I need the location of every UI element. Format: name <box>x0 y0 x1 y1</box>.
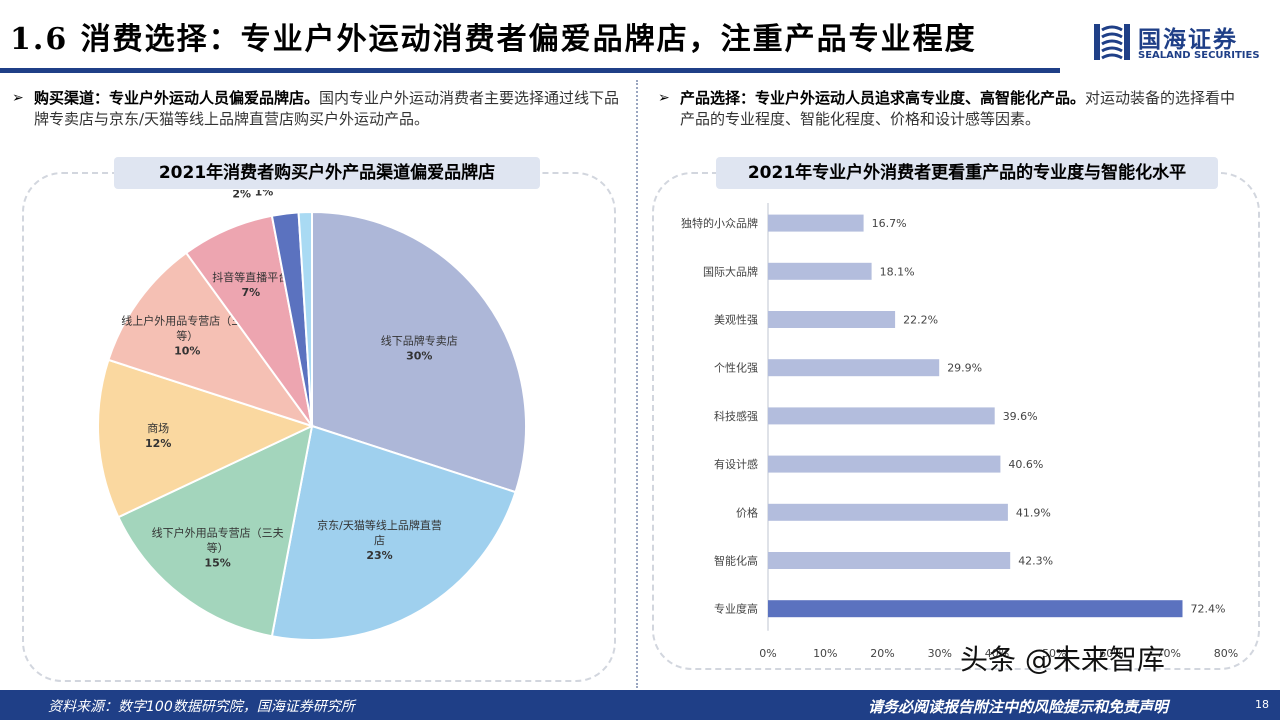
bar-value-label: 41.9% <box>1016 506 1051 519</box>
brand-logo: 国海证券 SEALAND SECURITIES <box>1092 20 1272 66</box>
pie-slice-label: 线下品牌专卖店 <box>381 334 458 348</box>
pie-slice-value: 10% <box>174 344 200 357</box>
pie-slice-value: 12% <box>145 437 171 450</box>
left-bullet-body: 国内专业户外运动消费者主要选择通过线下品牌专卖店与京东/天猫等线上品牌直营店购买… <box>34 89 620 128</box>
pie-slice-value: 15% <box>204 557 230 570</box>
watermark-text: 头条 @未来智库 <box>960 643 1165 676</box>
bar-x-tick-label: 60% <box>1099 647 1123 660</box>
pie-slice <box>297 210 313 427</box>
bar-category-label: 科技感强 <box>714 409 758 423</box>
bar-x-tick-label: 80% <box>1214 647 1238 660</box>
pie-slice-value: 2% <box>232 190 251 200</box>
pie-slice-label: 商场 <box>147 421 169 435</box>
pie-slice-value: 7% <box>241 286 260 299</box>
bar-category-label: 智能化高 <box>714 554 758 568</box>
bar-category-label: 有设计感 <box>714 457 758 471</box>
bar <box>768 552 1011 569</box>
bar-value-label: 29.9% <box>947 362 982 375</box>
bar-value-label: 39.6% <box>1003 410 1038 423</box>
bar-value-label: 22.2% <box>903 314 938 327</box>
bar-x-tick-label: 10% <box>813 647 837 660</box>
bullet-arrow-icon: ➢ <box>658 90 670 106</box>
right-bullet-body: 对运动装备的选择看中产品的专业程度、智能化程度、价格和设计感等因素。 <box>680 89 1236 128</box>
bar-category-label: 国际大品牌 <box>703 264 758 278</box>
pie-slice <box>117 424 314 638</box>
bar-category-label: 个性化强 <box>714 361 758 375</box>
bar-category-label: 价格 <box>736 505 758 519</box>
right-bullet-heading: 产品选择：专业户外运动人员追求高专业度、高智能化产品。 <box>680 89 1086 107</box>
page-title: 1.6 消费选择：专业户外运动消费者偏爱品牌店，注重产品专业程度 <box>10 22 977 57</box>
bar-chart-title: 2021年专业户外消费者更看重产品的专业度与智能化水平 <box>716 157 1218 189</box>
page-number: 18 <box>1255 698 1269 711</box>
column-divider <box>636 80 638 688</box>
footer-source: 资料来源：数字100数据研究院，国海证券研究所 <box>48 699 355 715</box>
bar-x-tick-label: 40% <box>985 647 1009 660</box>
pie-chart: 线下品牌专卖店 30% 京东/天猫等线上品牌直营店 23% 线下户外用品专营店（三夫等）… <box>97 190 527 641</box>
pie-slice <box>270 424 517 641</box>
bar-value-label: 40.6% <box>1008 458 1043 471</box>
bar <box>768 455 1001 473</box>
bar-category-label: 专业度高 <box>714 602 758 616</box>
left-bullet: ➢ 购买渠道：专业户外运动人员偏爱品牌店。国内专业户外运动消费者主要选择通过线下… <box>12 88 624 130</box>
bar <box>768 359 940 377</box>
bar-category-label: 美观性强 <box>714 313 758 327</box>
pie-slice <box>311 210 527 494</box>
bar-x-tick-label: 30% <box>928 647 952 660</box>
pie-slice <box>107 251 315 428</box>
bar-value-label: 72.4% <box>1191 603 1226 616</box>
pie-slice-label: 京东/天猫等线上品牌直营店 <box>317 518 442 547</box>
header-rule <box>0 68 1060 73</box>
bar-category-label: 独特的小众品牌 <box>681 216 758 230</box>
bar <box>768 407 995 425</box>
bar <box>768 600 1183 618</box>
bar-x-tick-label: 0% <box>759 647 776 660</box>
bar-chart: 独特的小众品牌 16.7% 国际大品牌 18.1% 美观性强 22.2% 个性化强 29.9%… <box>681 203 1238 660</box>
pie-slice-label: 抖音等直播平台 <box>212 270 289 284</box>
bar-value-label: 42.3% <box>1018 555 1053 568</box>
pie-slice <box>97 358 315 519</box>
brand-name: 国海证券 <box>1138 27 1238 53</box>
footer-bar: 资料来源：数字100数据研究院，国海证券研究所 请务必阅读报告附注中的风险提示和… <box>0 690 1280 720</box>
bar <box>768 503 1008 521</box>
bar-x-tick-label: 50% <box>1042 647 1066 660</box>
pie-slice-label: 线下户外用品专营店（三夫等） <box>152 526 284 555</box>
pie-slice-value: 1% <box>255 190 274 199</box>
bar <box>768 262 872 280</box>
pie-slice-label: 线上户外用品专营店（三夫等） <box>121 313 253 342</box>
sealand-logo-icon <box>1094 24 1130 60</box>
bar <box>768 214 864 232</box>
bar <box>768 311 896 328</box>
bar-value-label: 16.7% <box>872 217 907 230</box>
bar-x-tick-label: 20% <box>870 647 894 660</box>
right-bullet: ➢ 产品选择：专业户外运动人员追求高专业度、高智能化产品。对运动装备的选择看中产… <box>658 88 1240 130</box>
pie-slice-value: 23% <box>366 549 392 562</box>
bar-value-label: 18.1% <box>880 265 915 278</box>
bullet-arrow-icon: ➢ <box>12 90 24 106</box>
pie-slice-value: 30% <box>406 350 432 363</box>
brand-name-en: SEALAND SECURITIES <box>1138 50 1260 61</box>
bar-x-tick-label: 70% <box>1157 647 1181 660</box>
pie-chart-title: 2021年消费者购买户外产品渠道偏爱品牌店 <box>114 157 540 189</box>
footer-disclaimer: 请务必阅读报告附注中的风险提示和免责声明 <box>868 698 1169 716</box>
left-bullet-heading: 购买渠道：专业户外运动人员偏爱品牌店。 <box>34 89 320 107</box>
